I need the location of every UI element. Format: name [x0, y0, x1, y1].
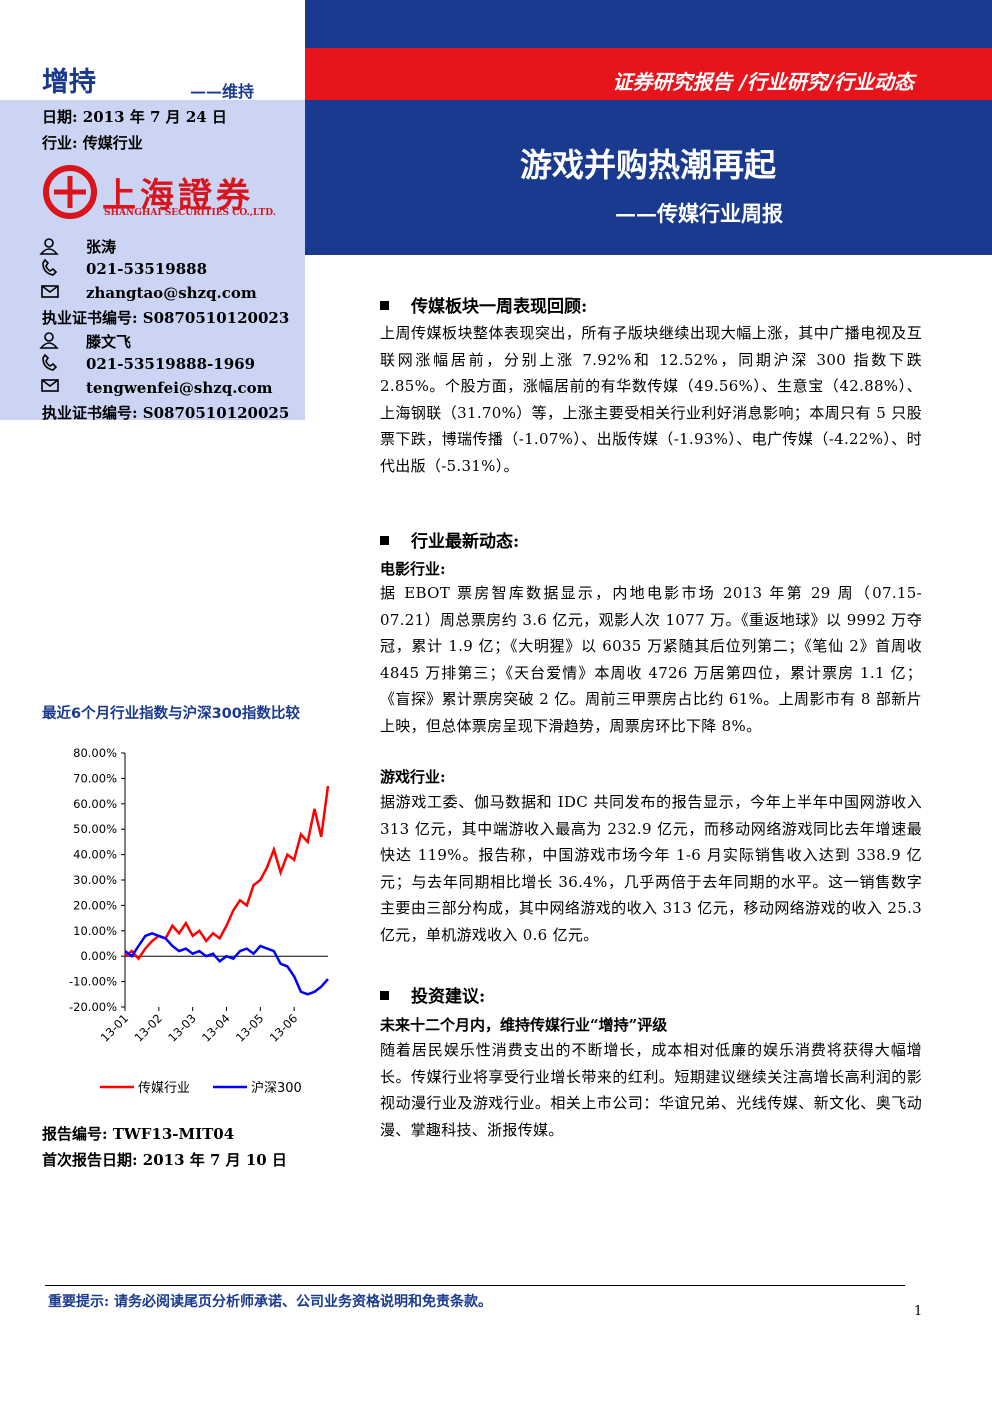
x-tick-label: 13-02	[131, 1011, 165, 1045]
chart: 最近6个月行业指数与沪深300指数比较 -20.00% -10.00% 0.00% 1…	[42, 704, 330, 1096]
info-panel	[0, 100, 305, 420]
top-band	[305, 0, 992, 48]
subtitle: ——传媒行业周报	[615, 201, 783, 226]
section-heading: 传媒板块一周表现回顾:	[380, 292, 587, 317]
first-date: 首次报告日期: 2013 年 7 月 10 日	[42, 1151, 287, 1169]
y-tick-label: 50.00%	[73, 822, 117, 836]
logo-mark	[43, 165, 97, 219]
legend-label: 传媒行业	[138, 1081, 190, 1096]
x-tick-label: 13-05	[233, 1011, 267, 1045]
section-subtitle: 未来十二个月内，维持传媒行业“增持”评级	[380, 1016, 668, 1034]
y-tick-label: 10.00%	[73, 924, 117, 938]
y-tick-label: 40.00%	[73, 848, 117, 862]
industry: 行业: 传媒行业	[42, 134, 143, 152]
analyst-name: 张涛	[86, 238, 117, 256]
subsection-title: 电影行业:	[380, 560, 446, 578]
section-heading: 投资建议:	[380, 982, 485, 1007]
paragraph: 据游戏工委、伽马数据和 IDC 共同发布的报告显示，今年上半年中国网游收入 31…	[380, 793, 922, 944]
logo-name: 上海證券	[102, 176, 254, 216]
x-tick-label: 13-04	[199, 1011, 233, 1045]
analyst-license: 执业证书编号: S0870510120025	[42, 404, 290, 422]
y-tick-label: 20.00%	[73, 898, 117, 912]
page-number: 1	[914, 1304, 923, 1319]
y-tick-label: -20.00%	[69, 1000, 117, 1014]
analyst-license: 执业证书编号: S0870510120023	[42, 309, 290, 327]
series-line	[124, 931, 329, 996]
y-tick-label: 70.00%	[73, 771, 117, 785]
analyst-email: tengwenfei@shzq.com	[86, 379, 273, 397]
x-tick-label: 13-06	[267, 1011, 301, 1045]
notice: 重要提示: 请务必阅读尾页分析师承诺、公司业务资格说明和免责条款。	[48, 1294, 493, 1310]
subsection-title: 游戏行业:	[380, 768, 446, 786]
analyst-name: 滕文飞	[86, 333, 132, 351]
logo-name-en: SHANGHAI SECURITIES CO.,LTD.	[104, 208, 276, 218]
title-band	[305, 100, 992, 255]
contact-icons	[39, 238, 59, 392]
footer-rule	[45, 1285, 905, 1286]
paragraph: 据 EBOT 票房智库数据显示，内地电影市场 2013 年第 29 周（07.1…	[380, 584, 922, 735]
paragraph: 随着居民娱乐性消费支出的不断增长，成本相对低廉的娱乐消费将获得大幅增长。传媒行业…	[380, 1041, 922, 1139]
paragraph: 上周传媒板块整体表现突出，所有子版块继续出现大幅上涨，其中广播电视及互联网涨幅居…	[380, 324, 922, 475]
y-tick-label: -10.00%	[69, 975, 117, 989]
x-tick-label: 13-03	[165, 1011, 199, 1045]
report-type: 证券研究报告 /行业研究/行业动态	[612, 70, 914, 94]
red-band	[305, 48, 992, 100]
title: 游戏并购热潮再起	[520, 146, 777, 184]
y-tick-label: 80.00%	[73, 746, 117, 760]
analyst-email: zhangtao@shzq.com	[86, 284, 257, 302]
series-line	[124, 785, 330, 961]
legend-label: 沪深300	[251, 1080, 302, 1096]
analyst-phone: 021-53519888	[86, 260, 208, 278]
report-no: 报告编号: TWF13-MIT04	[42, 1125, 235, 1143]
rating-prev: ——维持	[190, 82, 255, 101]
x-tick-label: 13-01	[98, 1011, 132, 1045]
section-heading: 行业最新动态:	[380, 527, 519, 552]
y-tick-label: 60.00%	[73, 797, 117, 811]
rating: 增持	[42, 67, 96, 98]
analyst-phone: 021-53519888-1969	[86, 355, 256, 373]
date: 日期: 2013 年 7 月 24 日	[42, 108, 227, 126]
y-tick-label: 30.00%	[73, 873, 117, 887]
chart-title: 最近6个月行业指数与沪深300指数比较	[42, 704, 300, 722]
y-tick-label: 0.00%	[80, 949, 117, 963]
